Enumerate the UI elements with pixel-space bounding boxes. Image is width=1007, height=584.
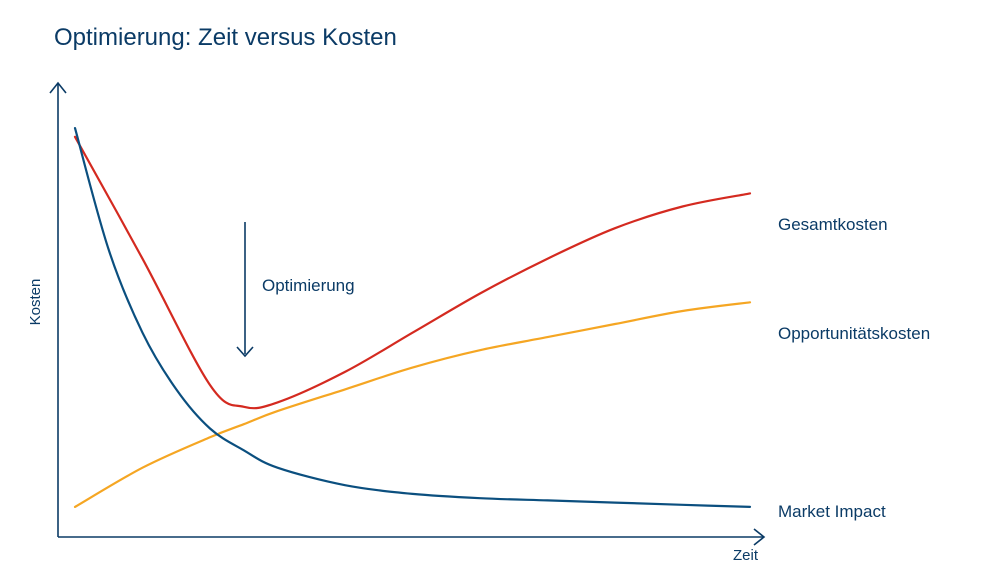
series-line-gesamtkosten bbox=[73, 135, 752, 410]
annotation-layer: Optimierung bbox=[236, 222, 355, 358]
series-layer: Gesamtkosten Opportunitätskosten Market Im… bbox=[73, 127, 930, 521]
series-line-opportunit-tskosten bbox=[73, 301, 752, 508]
x-axis-arrow-icon bbox=[753, 528, 766, 546]
series-label-gesamtkosten: Gesamtkosten bbox=[778, 215, 888, 234]
series-label-market-impact: Market Impact bbox=[778, 502, 886, 521]
chart-title: Optimierung: Zeit versus Kosten bbox=[54, 24, 397, 51]
optimierung-arrow-down-icon bbox=[236, 346, 254, 358]
series-label-opportunit-tskosten: Opportunitätskosten bbox=[778, 324, 930, 343]
axes: Zeit Kosten bbox=[27, 81, 766, 564]
optimierung-annotation: Optimierung bbox=[262, 276, 355, 295]
x-axis-label: Zeit bbox=[733, 547, 759, 564]
y-axis-arrow-icon bbox=[49, 81, 67, 94]
series-line-market-impact bbox=[73, 127, 752, 508]
y-axis-label: Kosten bbox=[27, 279, 44, 326]
